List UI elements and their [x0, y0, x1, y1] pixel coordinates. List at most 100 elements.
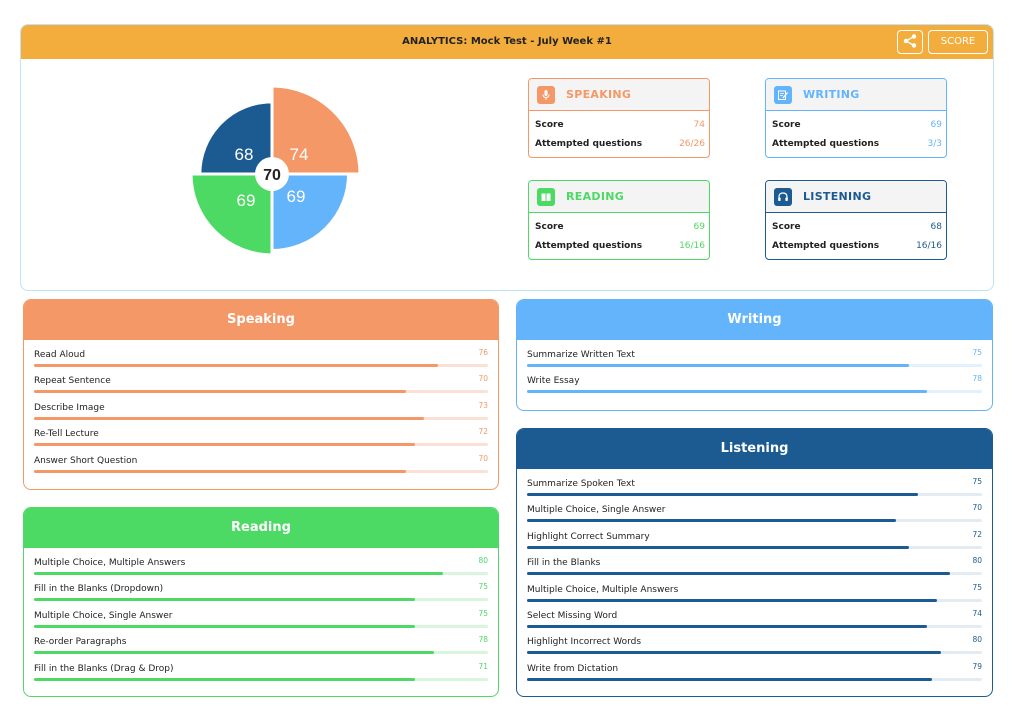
skill-progress-fill [34, 469, 407, 473]
reading-skill-row: Multiple Choice, Multiple Answers 80 [24, 548, 498, 575]
listening-skill-row: Highlight Incorrect Words 80 [517, 627, 992, 655]
score-button[interactable]: SCORE [928, 30, 988, 54]
skill-score: 75 [972, 477, 982, 486]
speaking-skill-row: Read Aloud 76 [24, 340, 498, 367]
writing-stat-title: WRITING [803, 88, 860, 101]
reading-quadrant-label: 69 [237, 191, 256, 210]
speaking-stat-title: SPEAKING [566, 88, 632, 101]
listening-quadrant [198, 100, 274, 176]
skill-name: Multiple Choice, Single Answer [527, 505, 666, 516]
speaking-skill-row: Describe Image 73 [24, 393, 498, 420]
writing-quadrant [270, 172, 351, 253]
overall-score-chart: 74 68 69 69 70 [189, 84, 362, 257]
speaking-skill-row: Repeat Sentence 70 [24, 366, 498, 394]
writing-stat-card: WRITING Score 69 Attempted questions 3/3 [765, 78, 947, 158]
microphone-icon [537, 86, 555, 104]
skill-progress-fill [34, 416, 425, 420]
score-label: Score [535, 222, 564, 232]
skill-progress-track [34, 624, 488, 628]
speaking-skill-row: Re-Tell Lecture 72 [24, 419, 498, 447]
listening-stat-card: LISTENING Score 68 Attempted questions 1… [765, 180, 947, 260]
skill-name: Re-Tell Lecture [34, 429, 99, 440]
listening-stat-header: LISTENING [766, 181, 946, 213]
skill-name: Answer Short Question [34, 455, 138, 466]
listening-skill-row: Multiple Choice, Single Answer 70 [517, 495, 992, 523]
reading-skill-row: Re-order Paragraphs 78 [24, 627, 498, 655]
attempted-label: Attempted questions [535, 139, 643, 149]
reading-panel: Reading Multiple Choice, Multiple Answer… [23, 507, 499, 697]
book-icon [537, 188, 555, 206]
skill-score: 74 [972, 608, 982, 618]
writing-skill-row: Write Essay 78 [517, 366, 992, 394]
score-value: 69 [693, 222, 705, 232]
listening-skill-row: Highlight Correct Summary 72 [517, 522, 992, 549]
skill-progress-track [34, 416, 488, 420]
skill-score: 75 [972, 348, 982, 357]
reading-score-row: Score 69 [535, 222, 705, 232]
skill-progress-fill [34, 364, 439, 367]
skill-name: Describe Image [34, 402, 105, 413]
score-label: Score [535, 120, 564, 130]
overall-score-value: 70 [263, 167, 281, 184]
writing-skill-row: Summarize Written Text 75 [517, 340, 992, 367]
reading-stat-card: READING Score 69 Attempted questions 16/… [528, 180, 710, 260]
skill-progress-track [527, 545, 982, 549]
attempted-value: 26/26 [679, 139, 705, 149]
skill-progress-fill [527, 493, 919, 496]
skill-score: 72 [478, 427, 488, 437]
skill-progress-fill [527, 545, 910, 549]
speaking-stat-card: SPEAKING Score 74 Attempted questions 26… [528, 78, 710, 158]
skill-score: 75 [972, 582, 982, 592]
skill-name: Fill in the Blanks (Drag & Drop) [34, 663, 174, 674]
skill-score: 79 [972, 661, 982, 671]
listening-skill-row: Summarize Spoken Text 75 [517, 469, 992, 496]
share-button[interactable] [897, 30, 923, 54]
skill-progress-fill [527, 390, 928, 394]
reading-stat-title: READING [566, 190, 625, 203]
skill-progress-track [527, 519, 982, 523]
score-value: 69 [930, 120, 942, 130]
reading-skill-row: Fill in the Blanks (Dropdown) 75 [24, 574, 498, 602]
skill-progress-fill [34, 572, 443, 575]
skill-score: 75 [478, 608, 488, 618]
reading-skill-row: Fill in the Blanks (Drag & Drop) 71 [24, 654, 498, 681]
score-label: Score [772, 120, 801, 130]
share-icon [902, 33, 918, 52]
skill-progress-fill [34, 624, 416, 628]
skill-name: Select Missing Word [527, 610, 618, 621]
skill-progress-fill [527, 364, 910, 367]
speaking-panel: Speaking Read Aloud 76 Repeat Sentence 7… [23, 299, 499, 490]
skill-name: Read Aloud [34, 350, 86, 360]
reading-panel-title: Reading [24, 508, 498, 548]
skill-score: 78 [478, 635, 488, 645]
skill-progress-fill [34, 598, 416, 602]
skill-name: Fill in the Blanks [527, 558, 601, 569]
speaking-quadrant [270, 84, 362, 176]
skill-progress-fill [527, 624, 928, 628]
listening-skill-row: Multiple Choice, Multiple Answers 75 [517, 575, 992, 602]
listening-panel: Listening Summarize Spoken Text 75 Multi… [516, 428, 993, 697]
writing-panel: Writing Summarize Written Text 75 Write … [516, 299, 993, 411]
skill-progress-track [527, 677, 982, 681]
attempted-label: Attempted questions [772, 241, 880, 251]
skill-score: 70 [478, 374, 488, 384]
reading-skill-row: Multiple Choice, Single Answer 75 [24, 601, 498, 628]
listening-attempted-row: Attempted questions 16/16 [772, 241, 942, 251]
attempted-label: Attempted questions [535, 241, 643, 251]
skill-score: 71 [478, 661, 488, 671]
skill-name: Highlight Incorrect Words [527, 637, 642, 648]
skill-progress-track [527, 364, 982, 367]
skill-progress-fill [527, 519, 896, 523]
listening-stat-title: LISTENING [803, 190, 872, 203]
score-value: 68 [930, 222, 942, 232]
page-title: ANALYTICS: Mock Test - July Week #1 [402, 36, 612, 47]
skill-progress-fill [34, 443, 416, 447]
listening-quadrant-label: 68 [235, 145, 254, 164]
skill-progress-fill [527, 677, 932, 681]
skill-progress-fill [34, 651, 434, 655]
skill-progress-fill [527, 598, 937, 602]
headphones-icon [774, 188, 792, 206]
speaking-attempted-row: Attempted questions 26/26 [535, 139, 705, 149]
reading-stat-header: READING [529, 181, 709, 213]
attempted-value: 16/16 [916, 241, 942, 251]
